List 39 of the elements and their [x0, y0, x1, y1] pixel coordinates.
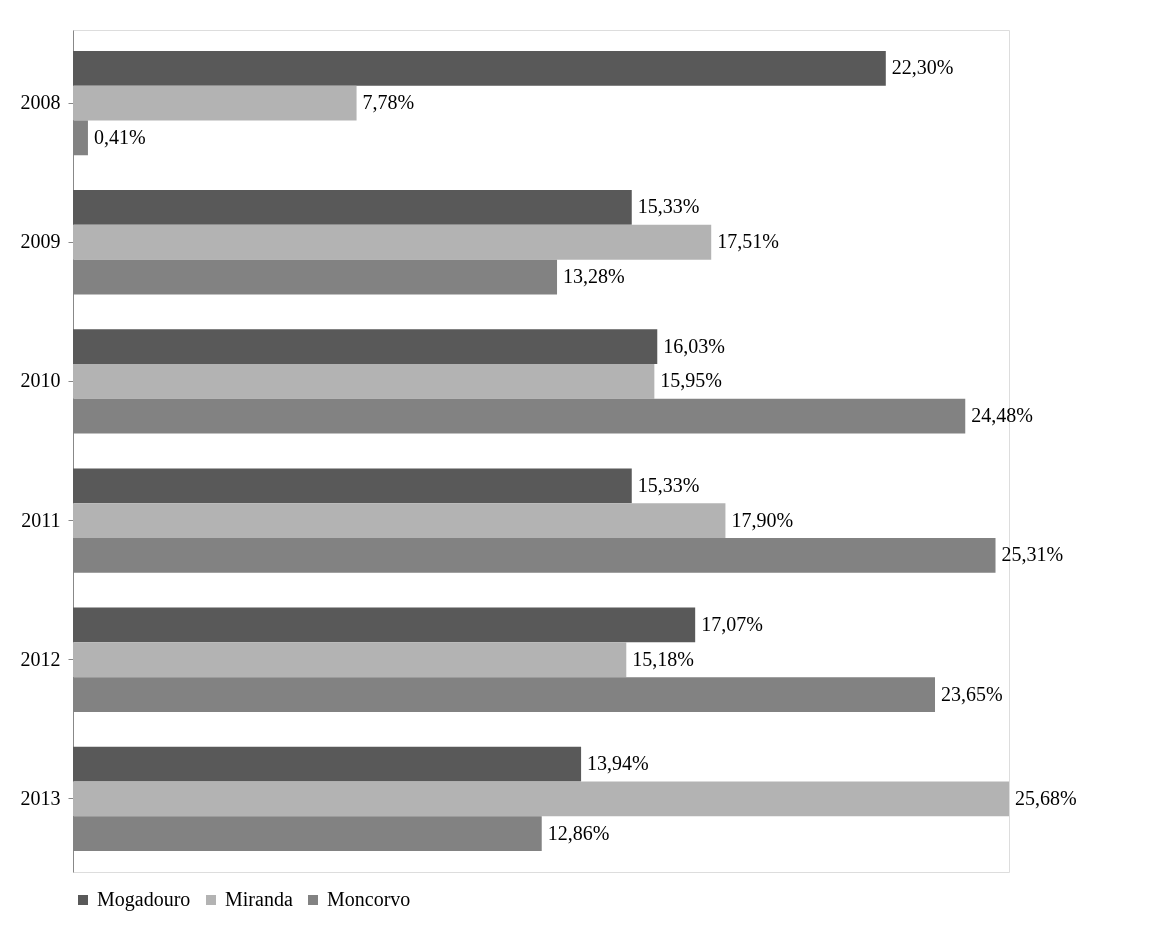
data-label: 25,31% — [1001, 543, 1064, 566]
bar — [73, 224, 712, 260]
legend-label: Moncorvo — [327, 888, 411, 910]
data-label: 15,95% — [660, 369, 723, 392]
legend-label: Mogadouro — [97, 888, 191, 911]
data-label: 17,90% — [731, 508, 794, 531]
data-label: 24,48% — [971, 404, 1033, 427]
bar — [73, 190, 632, 225]
bar — [73, 468, 632, 504]
y-tick-label: 2012 — [20, 647, 61, 670]
data-label: 16,03% — [663, 334, 725, 357]
data-label: 15,33% — [637, 473, 700, 496]
y-tick-label: 2009 — [20, 230, 61, 253]
y-tick-label: 2013 — [20, 786, 61, 809]
bar — [73, 364, 655, 399]
bar — [73, 746, 582, 782]
data-label: 23,65% — [941, 682, 1003, 705]
bar — [73, 781, 1009, 817]
data-label: 12,86% — [547, 821, 610, 844]
data-label: 7,78% — [362, 91, 415, 114]
bar — [73, 329, 658, 365]
bar — [73, 642, 627, 678]
data-label: 17,07% — [701, 612, 763, 635]
bar — [73, 503, 726, 538]
bar — [73, 50, 886, 86]
data-label: 25,68% — [1015, 786, 1077, 809]
bar — [73, 607, 696, 643]
data-label: 22,30% — [891, 56, 954, 79]
data-label: 15,18% — [632, 647, 694, 670]
data-label: 0,41% — [93, 125, 146, 148]
y-tick-label: 2010 — [20, 369, 61, 392]
legend-label: Miranda — [225, 888, 293, 910]
data-label: 17,51% — [717, 230, 779, 253]
data-label: 13,94% — [587, 752, 649, 775]
y-tick-label: 2008 — [20, 91, 61, 114]
bar — [73, 85, 357, 121]
y-tick-label: 2011 — [21, 508, 61, 531]
data-label: 15,33% — [637, 195, 700, 218]
data-label: 13,28% — [563, 265, 625, 288]
